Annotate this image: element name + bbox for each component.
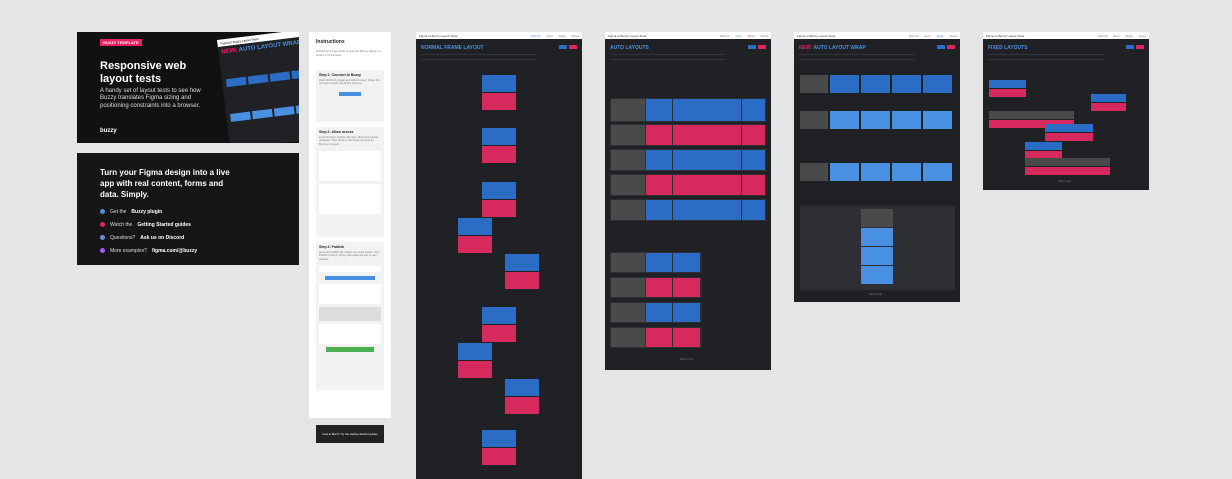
frame-bar: Figma to Buzzy Layout Tests Normal Auto Wra… <box>416 32 582 39</box>
figma-icon <box>100 248 105 253</box>
template-cover: BUZZY TEMPLATE Responsive web layout tes… <box>77 32 299 143</box>
frame-bar: Figma to Buzzy Layout Tests Normal Auto Wra… <box>983 32 1149 39</box>
instructions-intro: Publish this Figma file to test the Buzz… <box>316 49 381 57</box>
getting-started-cta[interactable]: How to Buzz? Try the Getting Started gui… <box>316 425 384 443</box>
buzzy-icon <box>100 209 105 214</box>
back-to-top-link[interactable]: Back to top <box>1058 180 1071 183</box>
plugin-card-title: Turn your Figma design into a live app w… <box>100 168 230 199</box>
frame-title: NORMAL FRAME LAYOUT <box>421 45 484 51</box>
link-figma-profile[interactable]: More examples? figma.com/@buzzy <box>100 244 197 257</box>
frame-bar: Figma to Buzzy Layout Tests Normal Auto Wra… <box>794 32 960 39</box>
plugin-card: Turn your Figma design into a live app w… <box>77 153 299 265</box>
frame-title: AUTO LAYOUTS <box>610 45 649 51</box>
youtube-icon <box>100 222 105 227</box>
back-to-top-link[interactable]: Back to top <box>869 293 882 296</box>
cover-preview: Figma to Buzzy Layout Tests NEW: AUTO LA… <box>217 32 299 143</box>
link-getting-started[interactable]: Watch the Getting Started guides <box>100 218 197 231</box>
step-1: Step 1: Connect to Buzzy Open the Buzzy … <box>316 70 384 122</box>
frame-normal-layout: Figma to Buzzy Layout Tests Normal Auto Wra… <box>416 32 582 479</box>
back-to-top-link[interactable]: Back to top <box>680 358 693 361</box>
frame-title: FIXED LAYOUTS <box>988 45 1028 51</box>
frame-auto-layout-wrap: Figma to Buzzy Layout Tests Normal Auto Wra… <box>794 32 960 302</box>
frame-fixed-layouts: Figma to Buzzy Layout Tests Normal Auto Wra… <box>983 32 1149 190</box>
frame-title: NEW: AUTO LAYOUT WRAP <box>799 45 866 51</box>
cover-description: A handy set of layout tests to see how B… <box>100 88 201 109</box>
frame-bar: Figma to Buzzy Layout Tests Normal Auto Wra… <box>605 32 771 39</box>
link-buzzy-plugin[interactable]: Get the Buzzy plugin <box>100 205 197 218</box>
step-3: Step 3: Publish Go to the Publish tab. S… <box>316 242 384 390</box>
step-2: Step 2: Allow access A new browser windo… <box>316 127 384 237</box>
plugin-links: Get the Buzzy plugin Watch the Getting S… <box>100 205 197 257</box>
buzzy-logo: buzzy <box>100 128 117 134</box>
link-discord[interactable]: Questions? Ask us on Discord <box>100 231 197 244</box>
instructions-panel: Instructions Publish this Figma file to … <box>309 32 391 443</box>
frame-auto-layouts: Figma to Buzzy Layout Tests Normal Auto Wra… <box>605 32 771 370</box>
discord-icon <box>100 235 105 240</box>
template-badge: BUZZY TEMPLATE <box>100 39 142 46</box>
instructions-title: Instructions <box>316 39 345 45</box>
cover-title: Responsive web layout tests <box>100 60 187 85</box>
